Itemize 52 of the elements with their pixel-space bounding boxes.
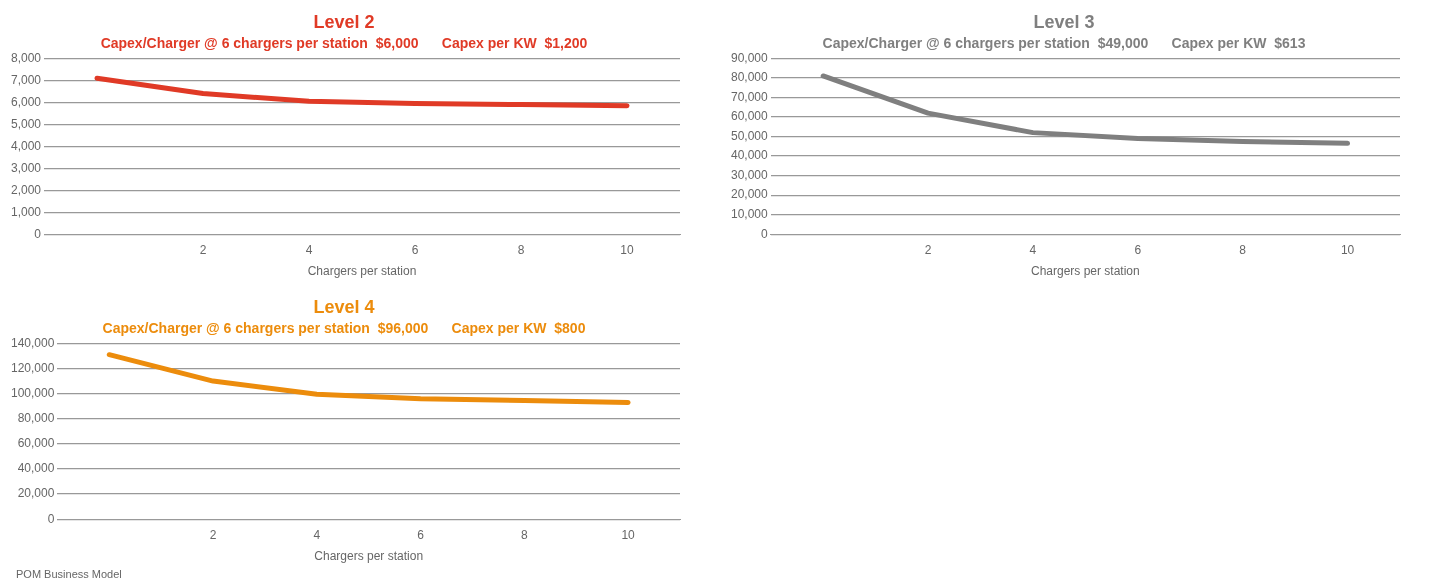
x-tick-label: 8 [517,242,525,257]
y-tick-label: 5,000 [11,116,42,131]
y-tick-label: 30,000 [731,167,769,182]
chart-title: Level 2 [313,11,375,32]
chart-title: Level 3 [1033,11,1095,32]
y-tick-label: 20,000 [731,187,769,202]
y-tick-label: 3,000 [11,160,42,175]
x-tick-label: 2 [924,242,932,257]
y-tick-label: 40,000 [731,148,769,163]
y-tick-label: 50,000 [731,128,769,143]
y-tick-label: 60,000 [17,436,55,451]
y-tick-label: 100,000 [10,385,55,400]
x-tick-label: 8 [521,527,528,542]
x-tick-label: 6 [411,242,419,257]
y-tick-label: 1,000 [11,204,42,219]
x-tick-label: 6 [417,527,425,542]
y-tick-label: 10,000 [731,206,769,221]
x-tick-label: 2 [209,527,217,542]
x-tick-label: 10 [1340,242,1355,257]
y-tick-label: 80,000 [17,411,55,426]
y-tick-label: 8,000 [11,50,42,65]
x-tick-label: 10 [620,242,634,257]
y-tick-label: 70,000 [731,89,769,104]
x-tick-label: 4 [313,527,321,542]
x-axis-title: Chargers per station [1030,264,1140,279]
x-axis-title: Chargers per station [314,549,424,564]
x-tick-label: 4 [1029,242,1037,257]
y-tick-label: 0 [761,226,769,241]
y-tick-label: 0 [34,226,42,241]
x-tick-label: 8 [1239,242,1247,257]
chart-title: Level 4 [313,296,375,317]
chart-subtitle: Capex/Charger @ 6 chargers per station $49,000 Capex per KW $613 [822,34,1306,51]
chart-subtitle: Capex/Charger @ 6 chargers per station $96,000 Capex per KW $800 [102,319,586,336]
y-tick-label: 6,000 [11,94,42,109]
y-tick-label: 140,000 [10,335,55,350]
y-tick-label: 20,000 [17,486,55,501]
x-tick-label: 6 [1134,242,1142,257]
y-tick-label: 7,000 [11,72,42,87]
y-tick-label: 60,000 [731,109,769,124]
y-tick-label: 0 [47,511,55,526]
y-tick-label: 2,000 [11,182,42,197]
text: POM Business Model [16,568,123,580]
x-tick-label: 4 [305,242,313,257]
y-tick-label: 4,000 [11,138,42,153]
x-axis-title: Chargers per station [307,264,417,279]
chart-subtitle: Capex/Charger @ 6 chargers per station $6,000 Capex per KW $1,200 [100,34,588,51]
y-tick-label: 120,000 [10,360,55,375]
y-tick-label: 90,000 [731,50,769,65]
x-tick-label: 10 [621,527,636,542]
y-tick-label: 80,000 [731,70,769,85]
y-tick-label: 40,000 [17,461,55,476]
x-tick-label: 2 [199,242,207,257]
